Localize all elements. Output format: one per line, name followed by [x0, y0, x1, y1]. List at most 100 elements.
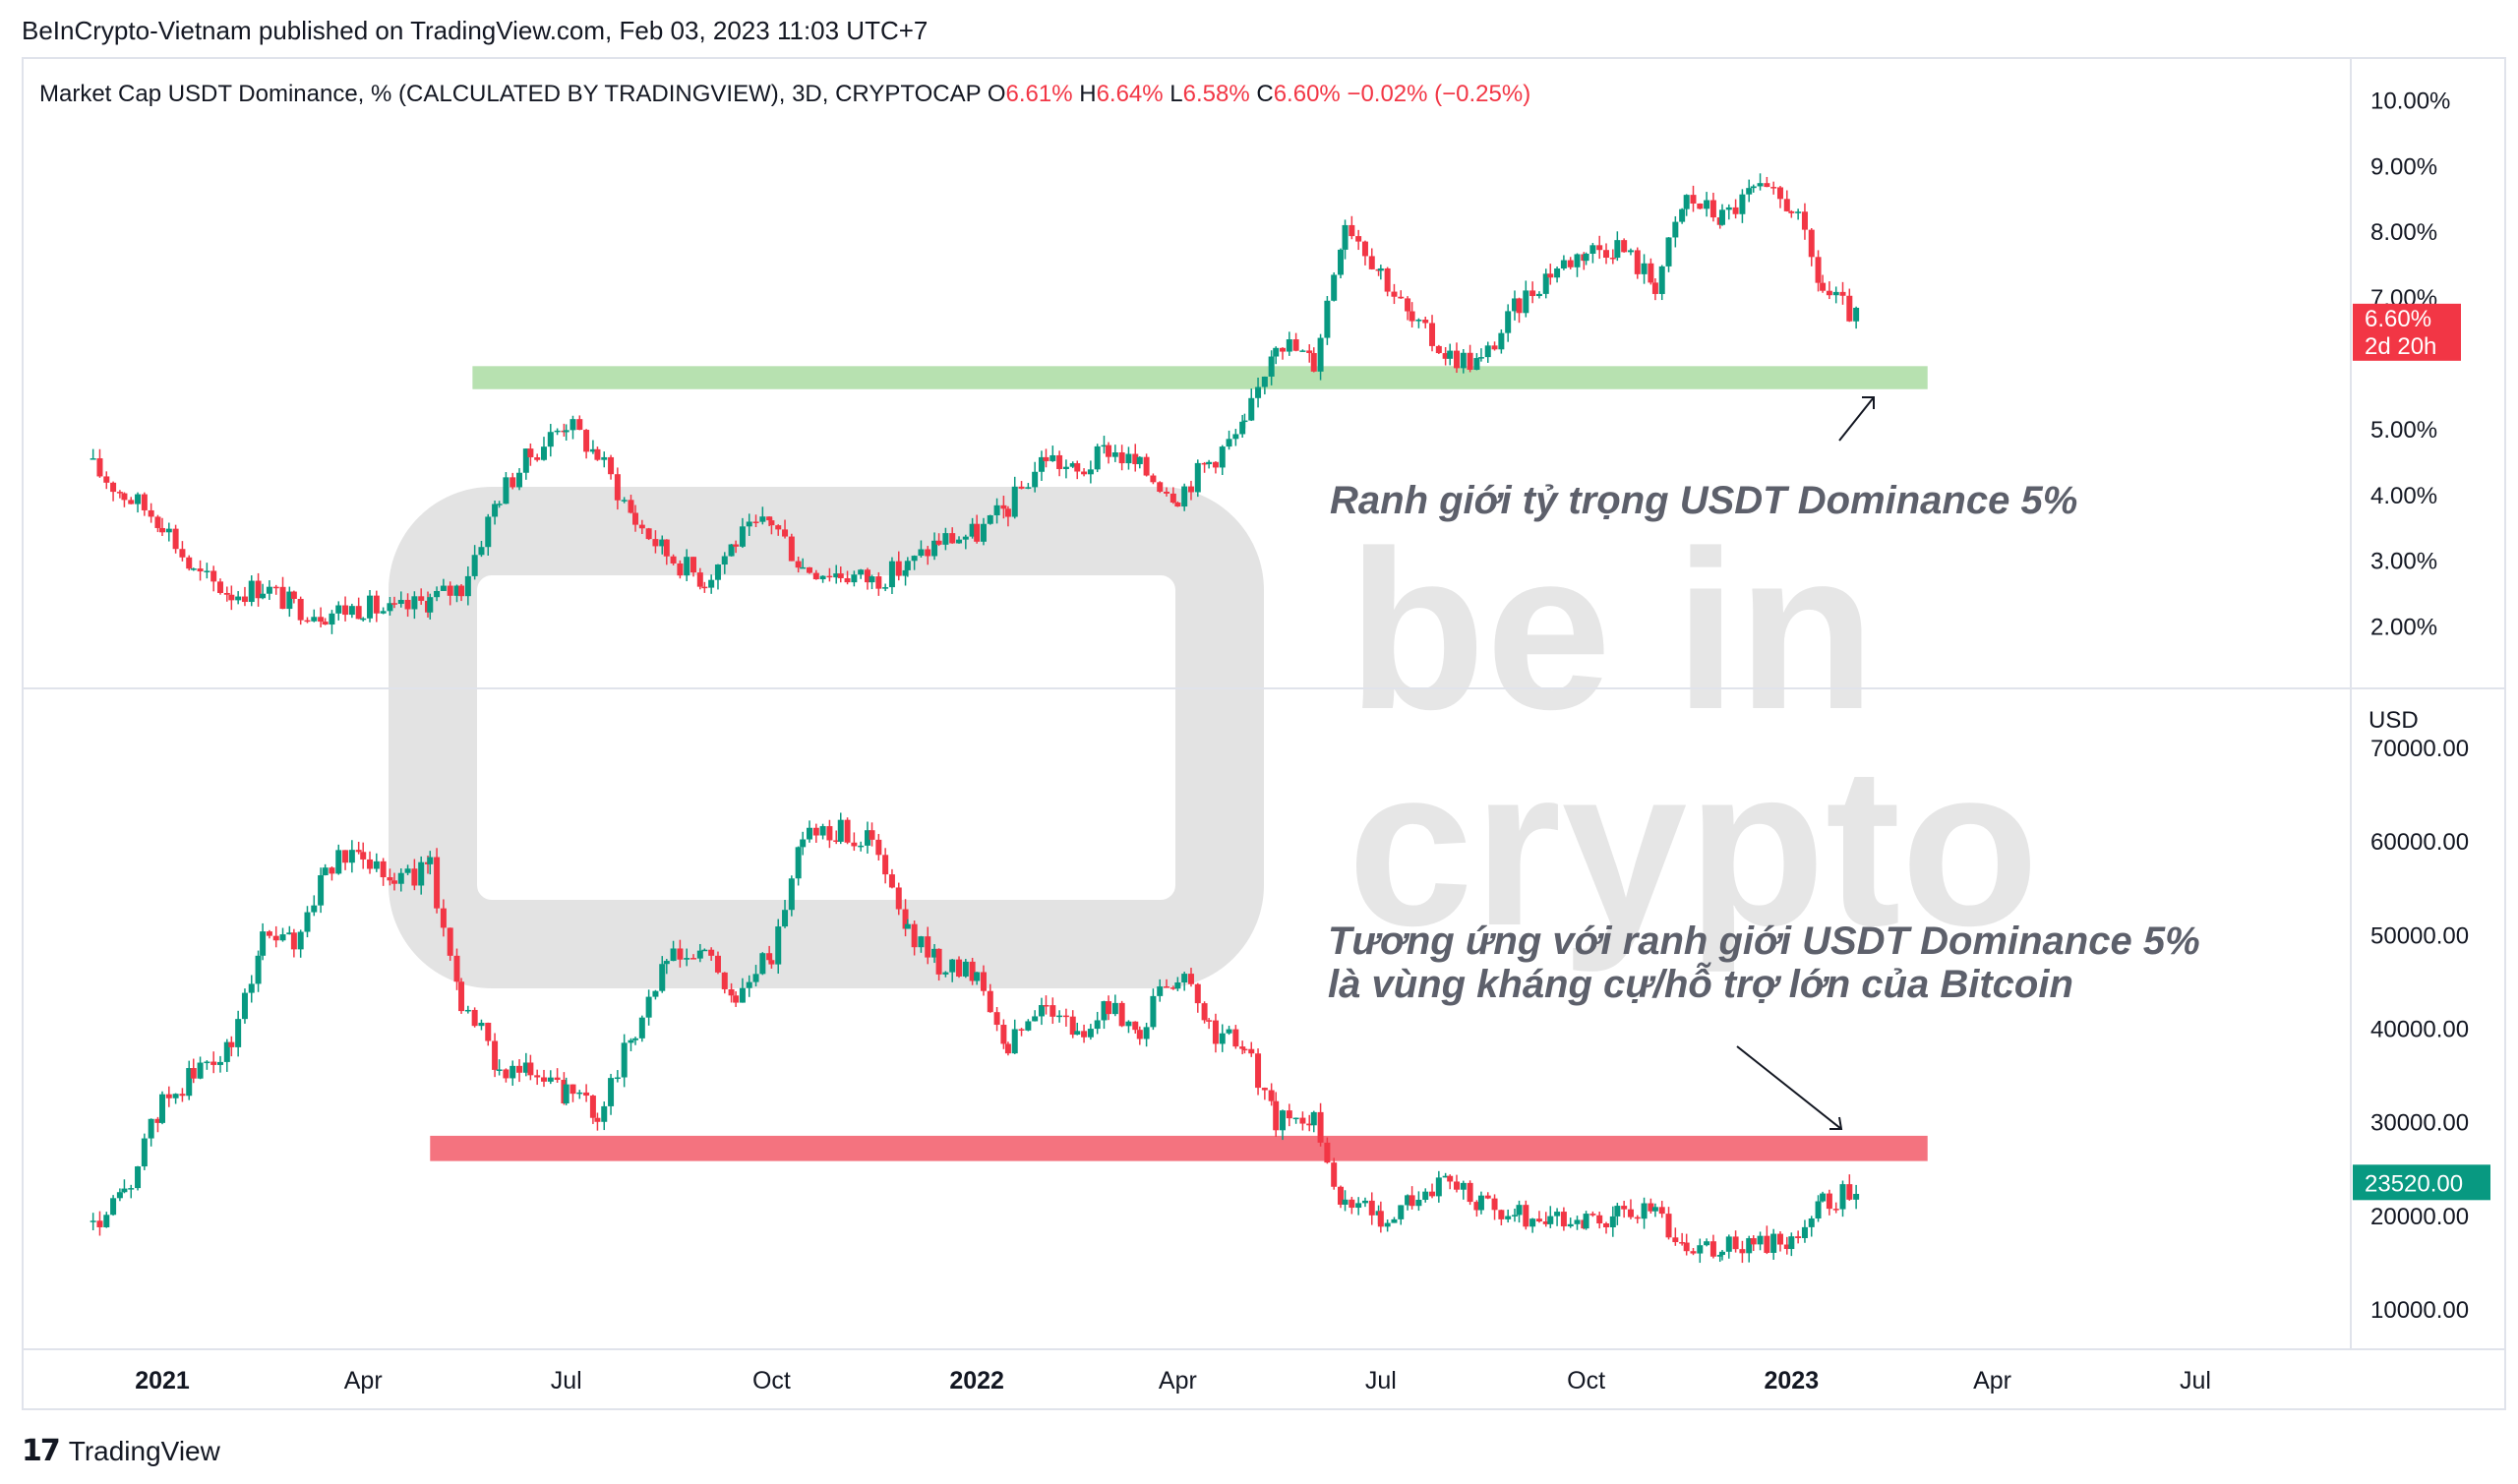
candle-body: [1255, 386, 1262, 398]
candle-body: [266, 931, 272, 936]
candle-body: [1405, 298, 1411, 312]
candle-body: [708, 949, 715, 956]
candle-body: [746, 521, 752, 527]
candle-body: [1273, 347, 1280, 357]
candle-body: [373, 861, 380, 869]
candle-body: [1589, 1214, 1596, 1216]
candle-body: [684, 958, 690, 960]
candle-body: [987, 514, 993, 524]
candle-body: [1049, 454, 1056, 461]
candle-body: [380, 861, 387, 878]
candle-body: [1732, 1236, 1739, 1250]
candle-body: [594, 1117, 601, 1122]
candle-body: [522, 448, 529, 473]
candle-body: [1853, 307, 1860, 322]
y-tick-label: 30000.00: [2370, 1110, 2469, 1137]
candle-body: [516, 1065, 523, 1073]
last-price-label: 6.60%: [2365, 306, 2431, 332]
candle-body: [911, 923, 918, 948]
support-band: [472, 366, 1928, 389]
ohlc-label: H: [1079, 81, 1096, 107]
y-tick-label: 50000.00: [2370, 922, 2469, 949]
candle-body: [148, 509, 154, 517]
candle-body: [696, 950, 703, 959]
candle-body: [800, 566, 807, 569]
candle-body: [589, 448, 596, 452]
candle-body: [1665, 1214, 1672, 1238]
tradingview-footer[interactable]: 17 TradingView: [22, 1434, 220, 1468]
candle-body: [752, 521, 759, 523]
candle-body: [554, 1077, 561, 1080]
candle-body: [752, 974, 759, 982]
candle-body: [447, 927, 453, 956]
candle-body: [204, 1061, 210, 1064]
candle-body: [335, 605, 342, 614]
candle-body: [1529, 1218, 1536, 1227]
candle-body: [1415, 320, 1422, 322]
candle-body: [925, 549, 931, 557]
candle-body: [1542, 1221, 1549, 1224]
candle-body: [601, 456, 608, 460]
candle-body: [728, 544, 735, 557]
candle-body: [447, 585, 453, 596]
candle-body: [942, 533, 949, 545]
candle-body: [329, 867, 335, 874]
candle-body: [864, 830, 870, 846]
candle-body: [355, 606, 362, 620]
candle-body: [1776, 1233, 1783, 1245]
candle-body: [1683, 195, 1690, 209]
candle-body: [1361, 241, 1368, 257]
candle-body: [367, 859, 374, 869]
candle-body: [496, 1069, 503, 1071]
candle-body: [318, 617, 325, 623]
candle-body: [1081, 471, 1088, 475]
candle-body: [1442, 1175, 1449, 1178]
candle-body: [1232, 434, 1239, 440]
candle-body: [1038, 456, 1045, 472]
candle-body: [632, 512, 639, 525]
candle-body: [670, 556, 677, 564]
candle-body: [1194, 462, 1201, 493]
candle-body: [1349, 224, 1355, 237]
candle-body: [962, 961, 969, 977]
candle-body: [1398, 1205, 1405, 1219]
candle-body: [1473, 1202, 1480, 1211]
candle-body: [1609, 258, 1616, 260]
candle-body: [1268, 1090, 1275, 1101]
candle-body: [851, 842, 858, 847]
candle-body: [708, 579, 715, 588]
candle-body: [576, 419, 583, 431]
candle-body: [766, 953, 773, 961]
candle-body: [165, 1094, 172, 1098]
candle-body: [1355, 236, 1362, 242]
candle-body: [1143, 1027, 1150, 1039]
candle-body: [241, 992, 248, 1020]
candle-body: [248, 580, 255, 603]
candle-body: [311, 905, 318, 913]
candle-body: [1808, 1217, 1815, 1227]
candle-body: [1286, 1110, 1292, 1119]
candle-body: [397, 599, 404, 605]
candle-body: [1043, 456, 1049, 461]
candle-body: [516, 472, 523, 488]
candle-body: [1467, 1182, 1473, 1203]
candle-body: [1181, 486, 1188, 507]
candle-body: [154, 516, 161, 528]
candle-body: [1174, 981, 1181, 989]
candle-body: [1529, 290, 1536, 297]
candle-body: [329, 613, 335, 625]
candle-body: [103, 476, 110, 483]
candle-body: [360, 852, 367, 860]
candle-body: [1299, 350, 1306, 352]
candle-body: [1651, 282, 1658, 294]
candle-body: [1614, 240, 1621, 259]
candle-body: [1087, 1029, 1094, 1038]
candle-body: [1164, 491, 1170, 494]
candle-body: [1349, 1199, 1355, 1209]
annotation-arrowhead: [1862, 396, 1875, 409]
candle-body: [1621, 1206, 1628, 1210]
candle-body: [1718, 209, 1725, 225]
candle-body: [1187, 974, 1194, 984]
candle-body: [1018, 486, 1025, 489]
